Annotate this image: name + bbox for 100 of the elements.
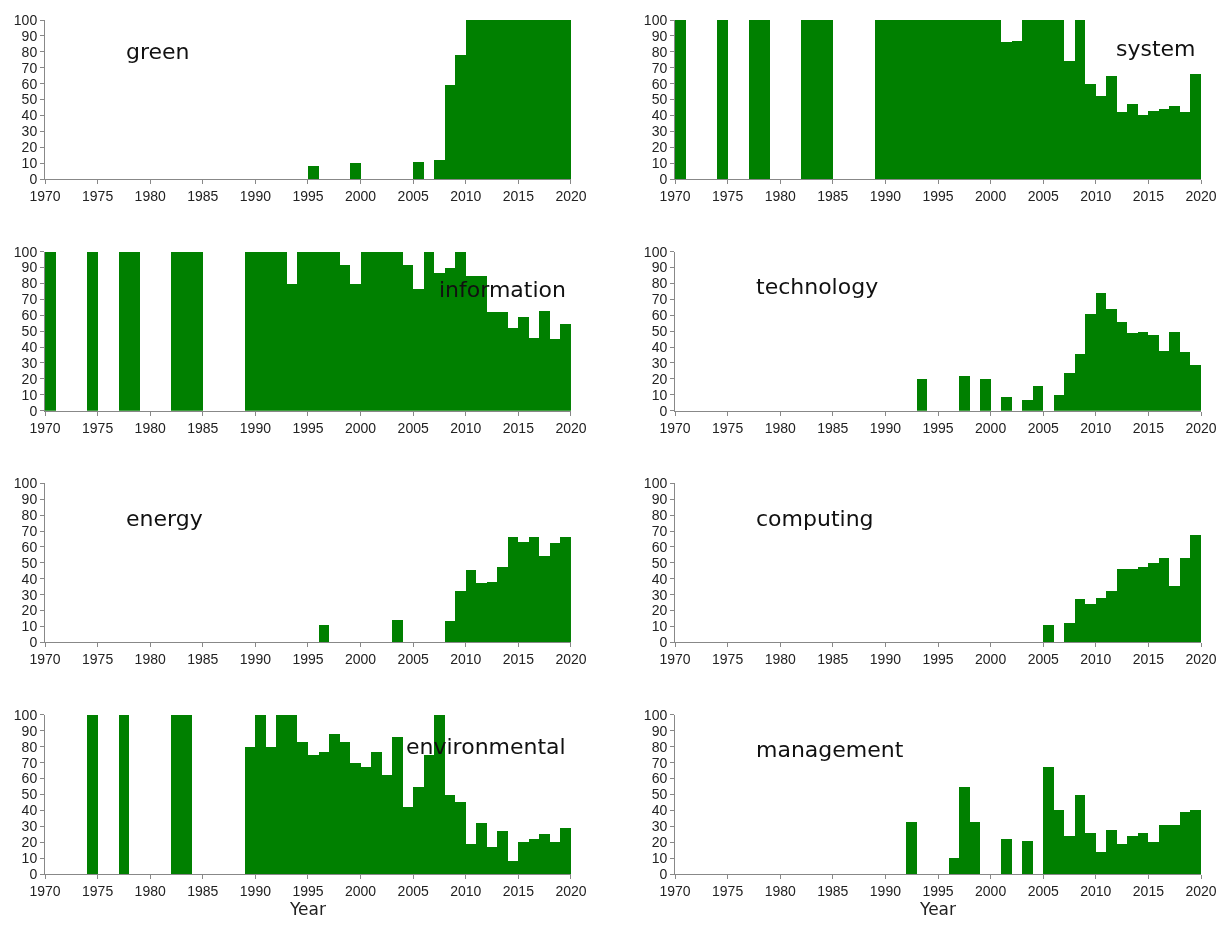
x-tick-label: 1995	[922, 419, 954, 436]
x-tick-label: 1985	[817, 651, 849, 668]
x-tick-label: 1975	[82, 882, 114, 899]
x-tick-label: 1985	[187, 651, 219, 668]
y-tick-label: 90	[651, 27, 668, 44]
y-tick-label: 40	[21, 802, 38, 819]
x-tick-label: 1995	[292, 419, 324, 436]
x-tick-label: 2015	[502, 419, 535, 436]
x-tick-label: 2010	[450, 651, 482, 668]
x-tick-label: 2010	[1080, 882, 1112, 899]
y-tick-label: 80	[21, 43, 38, 60]
x-tick-label: 1975	[712, 419, 744, 436]
y-tick-label: 70	[651, 522, 668, 539]
x-tick-label: 2005	[1027, 187, 1059, 204]
x-tick-label: 2015	[502, 651, 535, 668]
y-tick-label: 20	[651, 834, 668, 851]
x-tick-label: 2000	[345, 882, 377, 899]
y-tick-label: 40	[21, 570, 38, 587]
y-tick-label: 90	[21, 722, 38, 739]
x-tick-label: 1975	[82, 187, 114, 204]
y-tick-label: 40	[651, 338, 668, 355]
y-tick-label: 80	[651, 507, 668, 524]
y-tick-label: 70	[651, 754, 668, 771]
x-tick-label: 1990	[239, 651, 272, 668]
x-tick-label: 1985	[187, 419, 219, 436]
x-tick-label: 2020	[555, 882, 587, 899]
y-tick-label: 50	[21, 323, 38, 340]
y-tick-label: 20	[21, 834, 38, 851]
y-tick-label: 10	[21, 386, 38, 403]
y-tick-label: 20	[21, 139, 38, 156]
x-tick-label: 2010	[450, 882, 482, 899]
x-tick-label: 1980	[134, 651, 166, 668]
x-tick-label: 2000	[345, 187, 377, 204]
y-tick-label: 60	[651, 770, 668, 787]
x-tick-label: 1985	[817, 419, 849, 436]
y-tick-label: 100	[13, 706, 38, 723]
x-tick-label: 1970	[29, 419, 61, 436]
x-tick-label: 1980	[764, 419, 796, 436]
y-tick-label: 10	[651, 618, 668, 635]
y-tick-label: 100	[643, 243, 668, 260]
x-tick-label: 1975	[712, 882, 744, 899]
x-tick-label: 2000	[975, 651, 1007, 668]
x-tick-label: 1975	[82, 419, 114, 436]
y-tick-label: 0	[659, 634, 668, 651]
y-tick-label: 100	[643, 475, 668, 492]
y-tick-label: 30	[651, 818, 668, 835]
x-tick-label: 2020	[555, 419, 587, 436]
x-tick-label: 1970	[29, 187, 61, 204]
y-tick-label: 70	[21, 291, 38, 308]
annotation: system	[1116, 36, 1196, 61]
x-tick-label: 2010	[450, 419, 482, 436]
x-tick-label: 1975	[712, 651, 744, 668]
x-tick-label: 1980	[134, 187, 166, 204]
x-tick-label: 2010	[1080, 419, 1112, 436]
x-tick-label: 1990	[869, 187, 902, 204]
y-tick-label: 40	[651, 107, 668, 124]
y-tick-label: 10	[21, 849, 38, 866]
x-tick-label: 2005	[397, 882, 429, 899]
x-tick-label: 2005	[1027, 419, 1059, 436]
x-tick-label: 1980	[764, 651, 796, 668]
annotation: technology	[756, 274, 879, 299]
y-tick-label: 0	[29, 170, 38, 187]
y-tick-label: 20	[21, 370, 38, 387]
x-tick-label: 2020	[555, 651, 587, 668]
x-tick-label: 2000	[345, 419, 377, 436]
x-tick-label: 1995	[292, 882, 324, 899]
y-tick-label: 10	[21, 155, 38, 172]
y-tick-label: 30	[21, 354, 38, 371]
x-tick-label: 2000	[975, 882, 1007, 899]
x-tick-label: 1985	[817, 187, 849, 204]
y-tick-label: 30	[651, 354, 668, 371]
y-tick-label: 100	[13, 243, 38, 260]
y-tick-label: 60	[21, 75, 38, 92]
x-tick-label: 1970	[659, 187, 691, 204]
y-tick-label: 50	[651, 91, 668, 108]
x-tick-label: 1970	[659, 882, 691, 899]
x-tick-label: 1990	[869, 651, 902, 668]
x-tick-label: 1985	[817, 882, 849, 899]
y-tick-label: 90	[21, 27, 38, 44]
x-tick-label: 2020	[1185, 419, 1217, 436]
x-tick-label: 2010	[1080, 187, 1112, 204]
y-tick-label: 100	[13, 11, 38, 28]
y-tick-label: 30	[651, 586, 668, 603]
x-tick-label: 2015	[1132, 651, 1165, 668]
x-tick-label: 2015	[502, 187, 535, 204]
y-tick-label: 20	[651, 139, 668, 156]
x-tick-label: 1980	[764, 882, 796, 899]
y-tick-label: 60	[651, 307, 668, 324]
x-tick-label: 2015	[1132, 187, 1165, 204]
y-tick-label: 50	[651, 786, 668, 803]
y-tick-label: 70	[21, 59, 38, 76]
x-tick-label: 1980	[764, 187, 796, 204]
y-tick-label: 10	[651, 155, 668, 172]
x-tick-label: 2015	[1132, 882, 1165, 899]
y-tick-label: 80	[21, 738, 38, 755]
x-tick-label: 1980	[134, 419, 166, 436]
x-tick-label: 1990	[239, 419, 272, 436]
y-tick-label: 60	[651, 538, 668, 555]
y-tick-label: 60	[21, 538, 38, 555]
y-tick-label: 90	[651, 491, 668, 508]
